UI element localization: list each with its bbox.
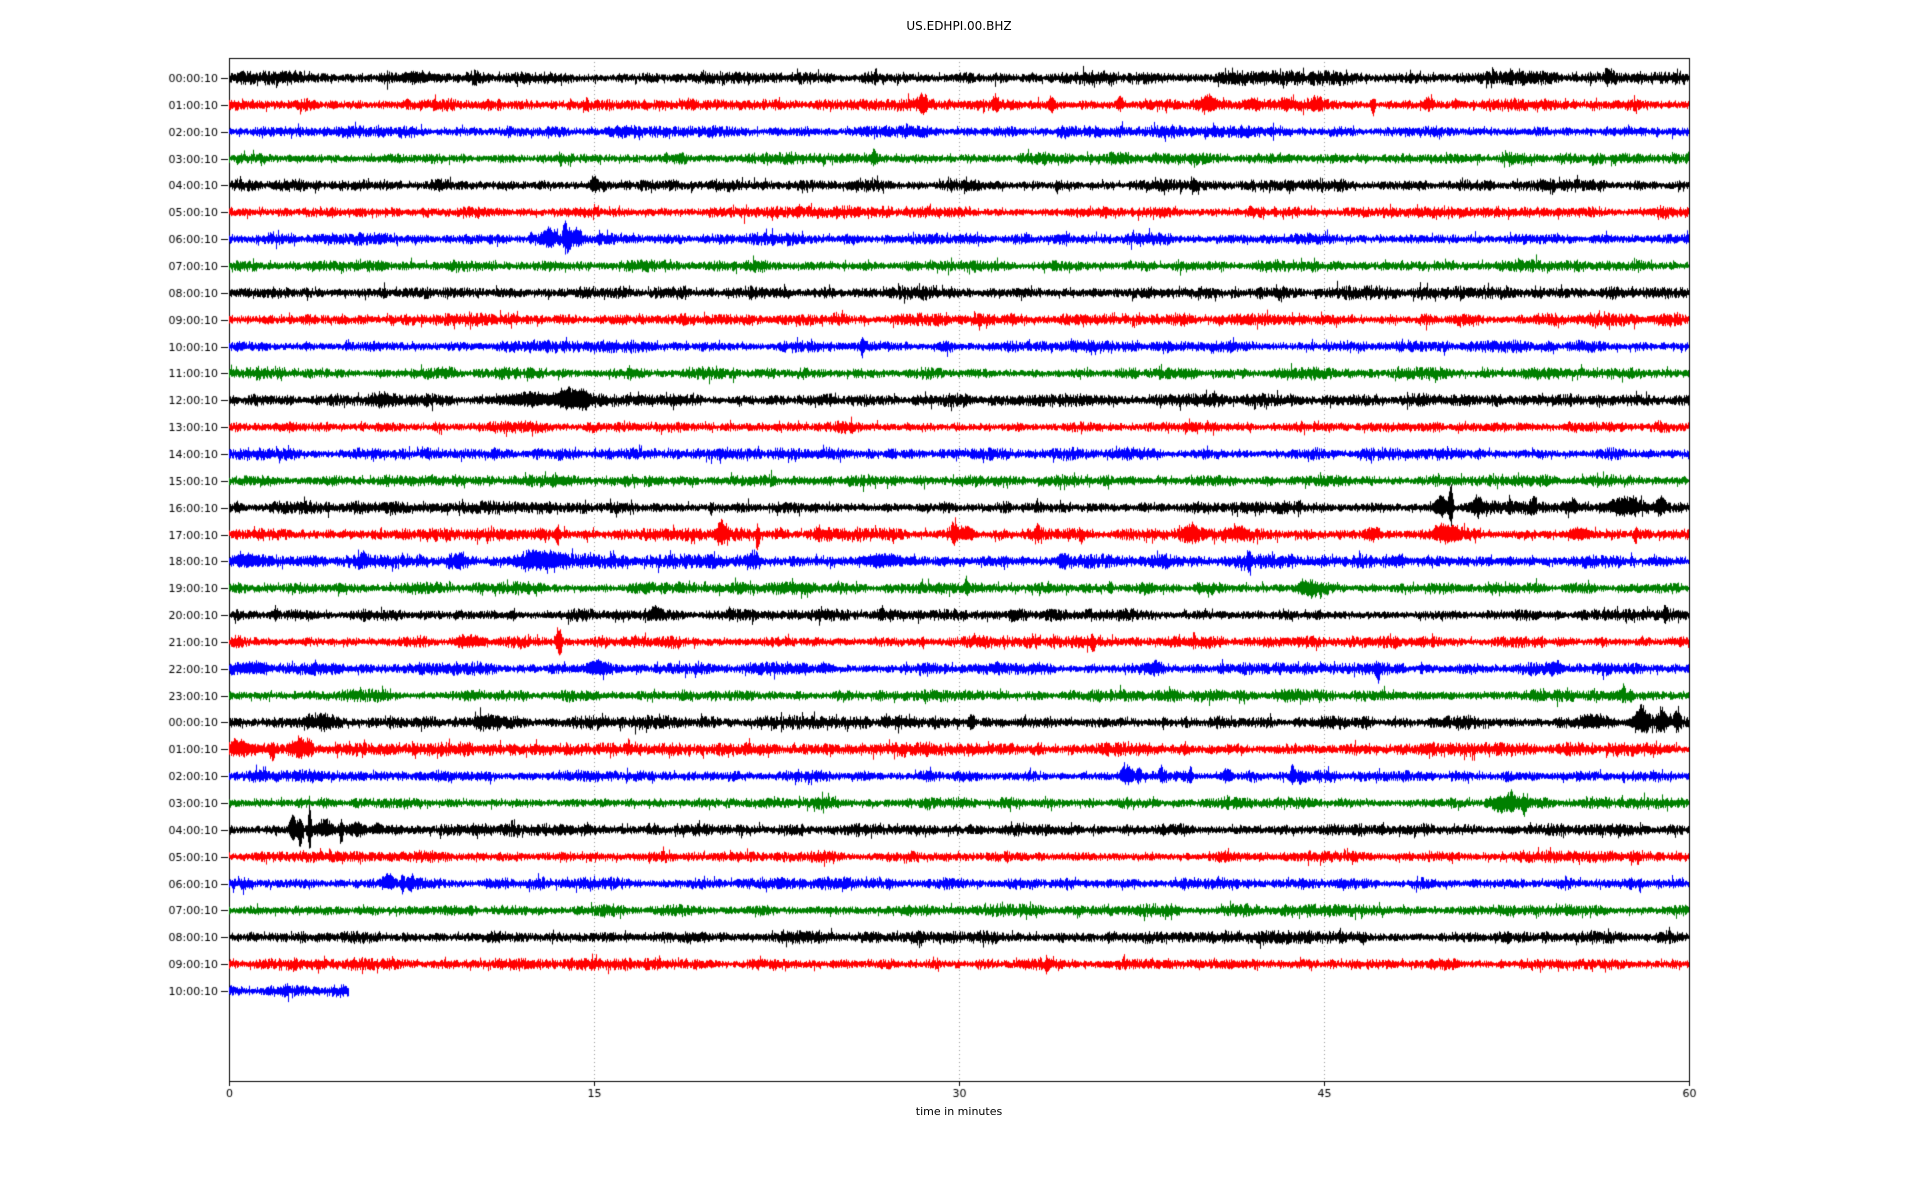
chart-title: US.EDHPI.00.BHZ bbox=[906, 19, 1012, 33]
x-axis-label: time in minutes bbox=[915, 1105, 1003, 1118]
